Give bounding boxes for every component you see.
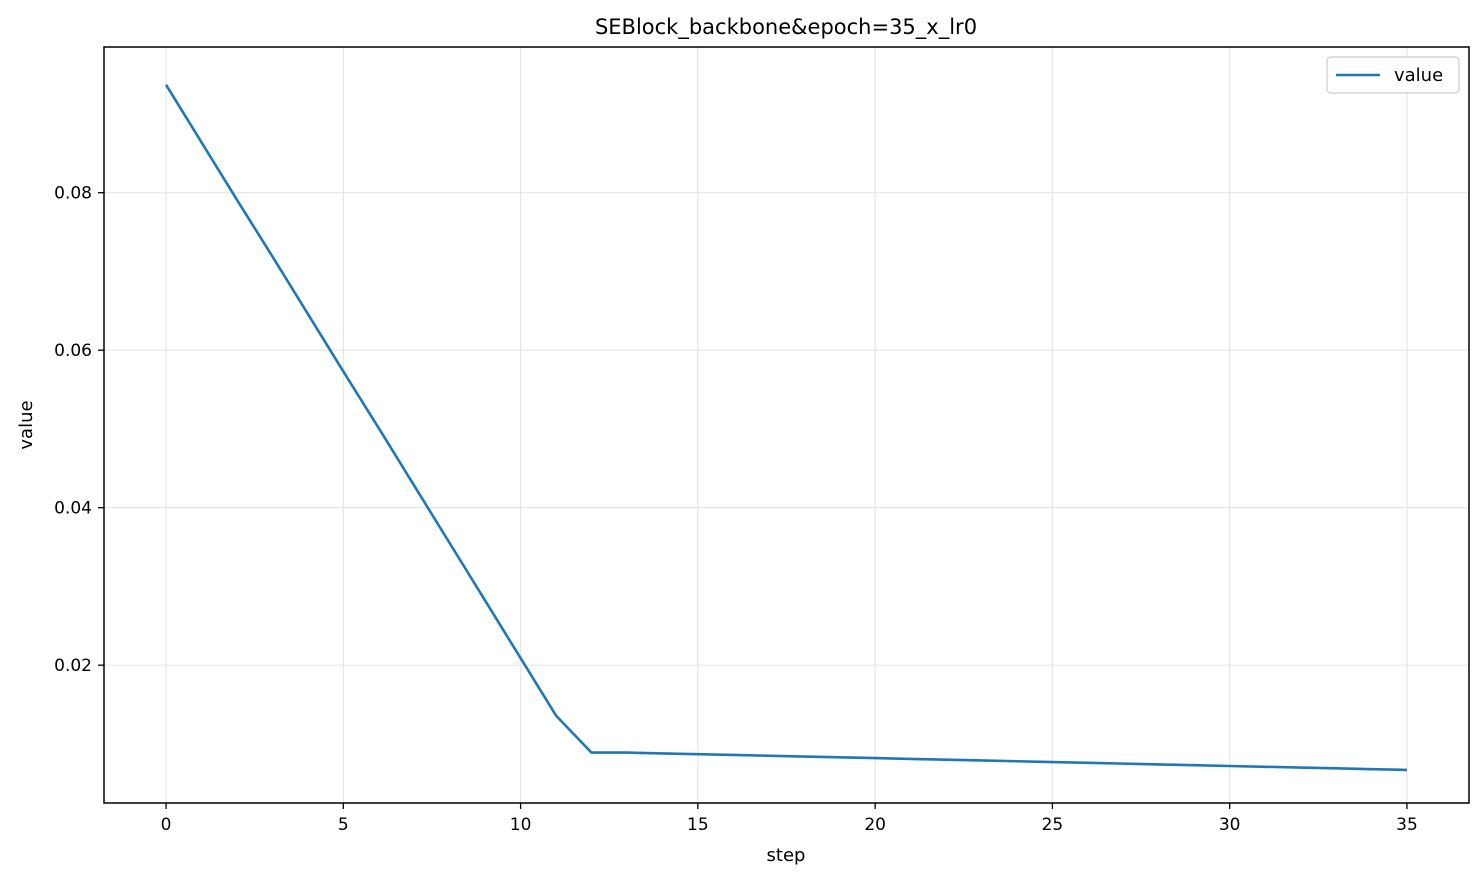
x-tick-label: 35	[1396, 815, 1418, 835]
plot-frame	[103, 46, 1470, 804]
x-tick-label: 5	[338, 815, 349, 835]
y-axis-ticks: 0.02 0.04 0.06 0.08	[54, 184, 104, 676]
x-axis-label: step	[767, 845, 806, 866]
x-tick-label: 0	[161, 815, 172, 835]
x-tick-label: 20	[864, 815, 886, 835]
y-tick-label: 0.04	[54, 499, 92, 519]
series-line-value	[164, 84, 1407, 772]
y-tick-label: 0.06	[54, 341, 92, 361]
legend: value	[1326, 56, 1460, 94]
chart-title: SEBlock_backbone&epoch=35_x_lr0	[595, 15, 977, 40]
x-axis-ticks: 0 5 10 15 20 25 30 35	[161, 803, 1418, 835]
x-tick-label: 15	[687, 815, 709, 835]
x-tick-label: 25	[1042, 815, 1064, 835]
legend-label-value: value	[1394, 65, 1443, 86]
x-tick-label: 30	[1219, 815, 1241, 835]
y-tick-label: 0.02	[54, 656, 92, 676]
y-tick-label: 0.08	[54, 184, 92, 204]
legend-box	[1326, 56, 1460, 94]
x-tick-label: 10	[510, 815, 532, 835]
y-axis-label: value	[16, 400, 37, 449]
